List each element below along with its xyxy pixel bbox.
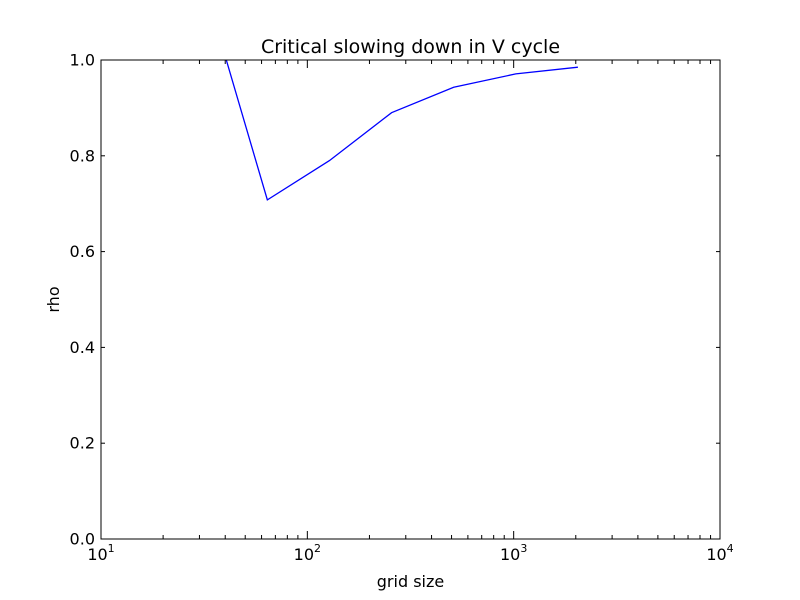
x-tick-label: 103 bbox=[500, 542, 527, 564]
x-tick-label: 102 bbox=[294, 542, 321, 564]
x-axis-label: grid size bbox=[377, 572, 444, 591]
chart-title: Critical slowing down in V cycle bbox=[261, 36, 560, 58]
y-tick-label: 0.4 bbox=[70, 338, 95, 357]
series-line-0 bbox=[225, 60, 578, 201]
y-tick-label: 0.0 bbox=[70, 530, 95, 549]
y-axis-label: rho bbox=[44, 286, 63, 312]
x-tick-label: 101 bbox=[87, 542, 114, 564]
y-tick-label: 0.8 bbox=[70, 146, 95, 165]
plot-area bbox=[101, 60, 720, 539]
plot-frame bbox=[100, 59, 721, 540]
x-tick-label: 104 bbox=[706, 542, 733, 564]
y-tick-label: 0.6 bbox=[70, 242, 95, 261]
y-tick-label: 0.2 bbox=[70, 434, 95, 453]
y-tick-label: 1.0 bbox=[70, 51, 95, 70]
